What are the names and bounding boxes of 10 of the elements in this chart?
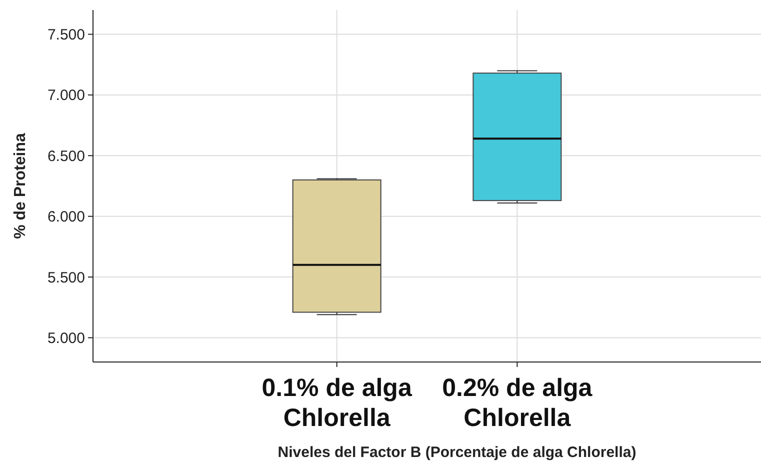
y-tick-label: 5.500: [47, 269, 85, 286]
y-tick-label: 7.000: [47, 87, 85, 104]
x-axis-title: Niveles del Factor B (Porcentaje de alga Chlorella): [278, 444, 636, 461]
y-tick-label: 6.500: [47, 148, 85, 165]
x-tick-label: 0.1% de alga Chlorella: [262, 374, 413, 432]
y-tick-label: 6.000: [47, 208, 85, 226]
y-tick-label: 7.500: [47, 26, 85, 44]
y-tick-label: 5.000: [47, 330, 85, 347]
x-tick-label: 0.2% de alga Chlorella: [442, 374, 594, 432]
y-axis-title: % de Proteina: [12, 133, 29, 239]
